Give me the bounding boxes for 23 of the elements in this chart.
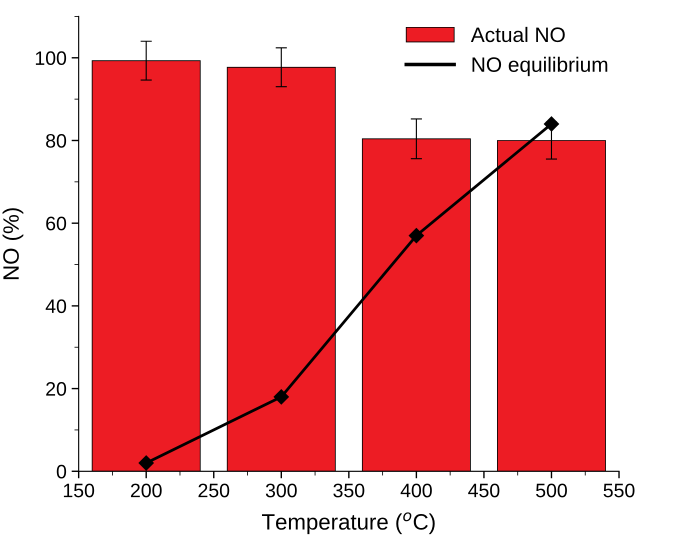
x-tick-label: 300 <box>266 484 297 498</box>
y-axis-title: NO (%) <box>2 208 24 280</box>
y-tick-label: 60 <box>46 216 66 230</box>
y-tick-label: 100 <box>36 51 66 66</box>
x-tick-label: 500 <box>536 484 567 498</box>
y-tick-label: 0 <box>56 464 66 479</box>
point <box>138 455 154 471</box>
y-tick-label: 80 <box>46 134 66 148</box>
legend-label: NO equilibrium <box>472 56 608 76</box>
x-axis-title: Temperature ($^{o}$C) <box>262 512 435 534</box>
x-tick-label: 450 <box>468 484 500 498</box>
point <box>544 116 560 132</box>
x-tick-label: 200 <box>130 484 162 498</box>
y-tick-label: 40 <box>46 299 66 314</box>
x-tick-label: 550 <box>604 484 634 498</box>
x-tick-label: 400 <box>400 484 432 498</box>
legend-label: Actual NO <box>470 26 565 42</box>
x-tick-label: 250 <box>198 484 230 498</box>
x-tick-label: 150 <box>64 484 94 498</box>
point <box>274 389 289 404</box>
x-tick-label: 350 <box>333 484 364 498</box>
point <box>408 228 424 244</box>
y-tick-label: 20 <box>46 382 66 396</box>
